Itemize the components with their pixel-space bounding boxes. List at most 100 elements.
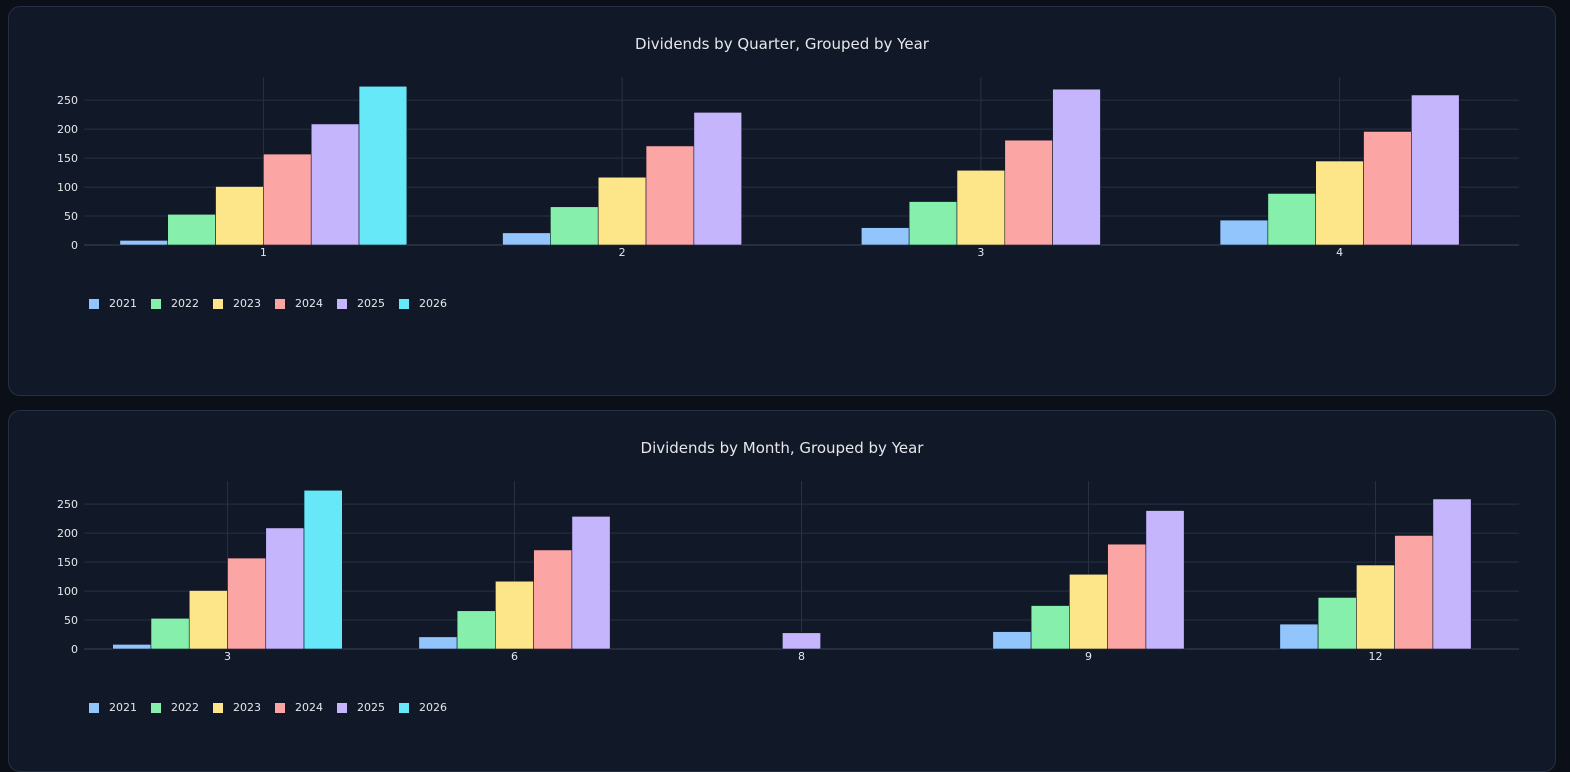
bar-2021-2	[502, 232, 551, 246]
legend-item-2024[interactable]: 2024	[275, 701, 323, 714]
legend-label: 2026	[419, 701, 447, 714]
bar-2024-3	[1004, 139, 1053, 246]
legend-item-2026[interactable]: 2026	[399, 701, 447, 714]
bar-2025-3	[265, 527, 305, 650]
chart-title: Dividends by Month, Grouped by Year	[640, 439, 924, 457]
bar-2024-2	[645, 145, 695, 246]
legend-item-2023[interactable]: 2023	[213, 297, 261, 310]
legend-label: 2021	[109, 297, 137, 310]
bar-2022-1	[167, 213, 216, 246]
quarter-chart-card: Dividends by Quarter, Grouped by Year 0 5…	[8, 6, 1556, 396]
bar-2023-1	[215, 186, 264, 246]
legend-swatch	[275, 702, 285, 713]
bar-2025-2	[693, 112, 743, 246]
bar-2021-6	[418, 636, 458, 650]
legend-label: 2023	[233, 297, 261, 310]
bar-2026-1	[358, 85, 408, 246]
bar-2024-1	[263, 153, 312, 246]
legend-item-2022[interactable]: 2022	[151, 297, 199, 310]
x-tick-label: 4	[1336, 246, 1343, 259]
bar-2025-1	[310, 123, 360, 246]
x-tick-label: 3	[224, 650, 231, 663]
legend-label: 2023	[233, 701, 261, 714]
bar-2023-3	[956, 169, 1006, 246]
y-tick-label: 50	[64, 614, 78, 627]
bar-2023-9	[1069, 573, 1108, 650]
bar-2024-6	[533, 549, 573, 650]
legend-item-2025[interactable]: 2025	[337, 701, 385, 714]
bar-2024-3	[227, 557, 267, 650]
bar-2024-12	[1394, 535, 1434, 650]
legend-swatch	[151, 298, 161, 309]
chart-title: Dividends by Quarter, Grouped by Year	[635, 35, 929, 53]
bar-2022-3	[908, 201, 958, 246]
bar-2021-9	[992, 631, 1032, 650]
chart-legend: 2021 2022 2023 2024 2025 2026	[89, 297, 461, 310]
bar-2025-6	[571, 516, 611, 650]
bar-2021-4	[1219, 219, 1269, 246]
legend-swatch	[213, 298, 223, 309]
bar-2025-8	[782, 632, 821, 650]
bar-2024-4	[1363, 131, 1412, 246]
legend-label: 2025	[357, 297, 385, 310]
legend-label: 2022	[171, 297, 199, 310]
bar-2023-3	[188, 590, 228, 650]
legend-label: 2021	[109, 701, 137, 714]
y-tick-label: 0	[71, 643, 78, 656]
legend-swatch	[151, 702, 161, 713]
legend-label: 2024	[295, 701, 323, 714]
legend-item-2022[interactable]: 2022	[151, 701, 199, 714]
legend-swatch	[275, 298, 285, 309]
legend-item-2021[interactable]: 2021	[89, 297, 137, 310]
quarter-bar-chart: 0 50 100 150 200 250 1 2 3 4	[57, 77, 1519, 259]
x-tick-label: 3	[977, 246, 984, 259]
y-tick-label: 100	[57, 181, 78, 194]
legend-label: 2025	[357, 701, 385, 714]
y-tick-label: 200	[57, 123, 78, 136]
legend-label: 2022	[171, 701, 199, 714]
legend-swatch	[399, 702, 409, 713]
bar-2025-12	[1432, 498, 1472, 650]
bar-2024-9	[1107, 543, 1147, 650]
bar-2025-9	[1145, 510, 1185, 650]
y-tick-label: 100	[57, 585, 78, 598]
month-bar-chart: 0 50 100 150 200 250 3 6 8 9 12	[57, 481, 1519, 663]
y-tick-label: 250	[57, 94, 78, 107]
bar-2025-4	[1411, 94, 1460, 246]
x-tick-label: 6	[511, 650, 518, 663]
bar-2026-3	[303, 489, 343, 650]
bar-2022-4	[1267, 193, 1317, 246]
legend-item-2024[interactable]: 2024	[275, 297, 323, 310]
bar-2021-1	[119, 240, 169, 246]
x-tick-label: 2	[619, 246, 626, 259]
bar-2025-3	[1052, 88, 1101, 246]
legend-item-2021[interactable]: 2021	[89, 701, 137, 714]
bar-2022-6	[456, 610, 496, 650]
legend-swatch	[337, 298, 347, 309]
bar-2022-9	[1030, 605, 1070, 650]
y-tick-label: 150	[57, 556, 78, 569]
bar-2023-12	[1356, 564, 1395, 650]
x-tick-label: 8	[798, 650, 805, 663]
legend-item-2025[interactable]: 2025	[337, 297, 385, 310]
bar-2021-12	[1279, 623, 1319, 650]
y-tick-label: 150	[57, 152, 78, 165]
y-tick-label: 200	[57, 527, 78, 540]
x-tick-label: 1	[260, 246, 267, 259]
bar-2021-3	[860, 227, 910, 246]
legend-swatch	[337, 702, 347, 713]
legend-item-2023[interactable]: 2023	[213, 701, 261, 714]
y-tick-label: 50	[64, 210, 78, 223]
chart-legend: 2021 2022 2023 2024 2025 2026	[89, 701, 461, 714]
bar-2022-12	[1317, 597, 1357, 650]
legend-swatch	[89, 702, 99, 713]
bar-2022-2	[550, 206, 599, 246]
bar-2023-6	[495, 580, 534, 650]
y-tick-label: 0	[71, 239, 78, 252]
x-tick-label: 9	[1085, 650, 1092, 663]
legend-swatch	[399, 298, 409, 309]
legend-label: 2024	[295, 297, 323, 310]
month-chart-card: Dividends by Month, Grouped by Year 0 50 1…	[8, 410, 1556, 772]
bar-2023-2	[597, 176, 647, 246]
legend-item-2026[interactable]: 2026	[399, 297, 447, 310]
